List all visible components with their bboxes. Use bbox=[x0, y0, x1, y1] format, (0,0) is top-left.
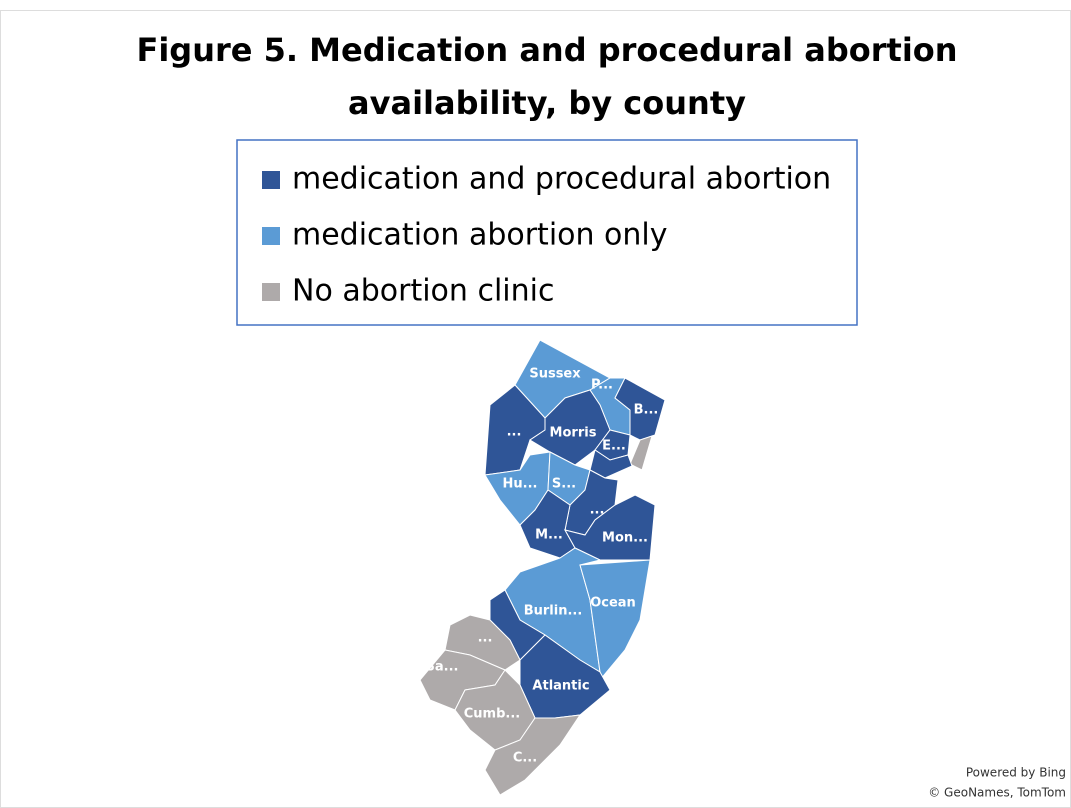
county-label: P... bbox=[591, 378, 613, 393]
county-label: E... bbox=[602, 439, 626, 454]
title-line: Figure 5. Medication and procedural abor… bbox=[136, 31, 957, 69]
county-label: Burlin... bbox=[524, 604, 583, 619]
county-label: ... bbox=[507, 425, 522, 440]
legend-box bbox=[236, 139, 858, 326]
county-label: Mon... bbox=[602, 531, 648, 546]
county-label: ... bbox=[590, 503, 605, 518]
legend-label: medication and procedural abortion bbox=[292, 162, 831, 197]
county-label: Sussex bbox=[529, 367, 581, 382]
county-label: Cumb... bbox=[464, 707, 520, 722]
county bbox=[484, 714, 582, 796]
county-label: Hu... bbox=[503, 477, 538, 492]
county-label: C... bbox=[513, 751, 537, 766]
county-label: Ocean bbox=[590, 596, 636, 611]
legend-swatch bbox=[262, 283, 280, 301]
legend-label: medication abortion only bbox=[292, 218, 668, 253]
county-label: M... bbox=[535, 528, 563, 543]
county bbox=[629, 435, 653, 471]
county-label: ... bbox=[478, 631, 493, 646]
county-label: Sa... bbox=[426, 660, 459, 675]
legend-swatch bbox=[262, 227, 280, 245]
attribution: © GeoNames, TomTom bbox=[928, 786, 1066, 800]
county bbox=[614, 377, 666, 441]
county-label: S... bbox=[552, 477, 576, 492]
county-label: B... bbox=[634, 403, 659, 418]
legend-label: No abortion clinic bbox=[292, 274, 554, 309]
title-line: availability, by county bbox=[348, 84, 746, 122]
map: Sussex P... B... ... Morris E... Hu... S… bbox=[419, 339, 666, 796]
county-label: Atlantic bbox=[532, 679, 589, 694]
legend: medication and procedural abortion medica… bbox=[262, 162, 831, 309]
county bbox=[579, 559, 651, 682]
legend-swatch bbox=[262, 171, 280, 189]
county-label: Morris bbox=[550, 426, 597, 441]
attribution: Powered by Bing bbox=[966, 766, 1066, 780]
